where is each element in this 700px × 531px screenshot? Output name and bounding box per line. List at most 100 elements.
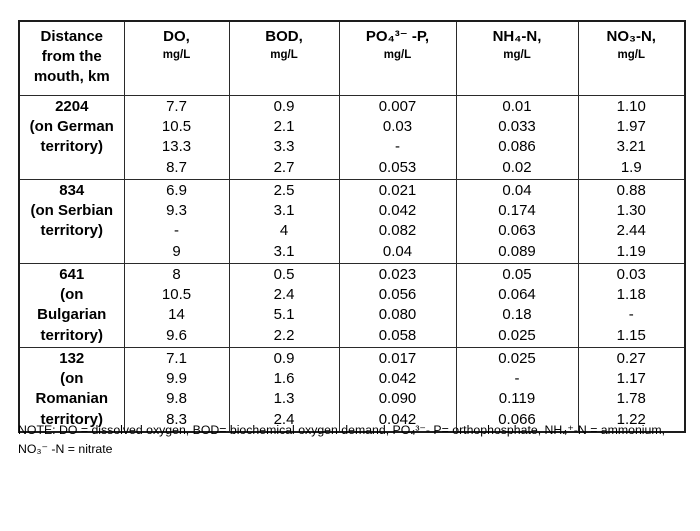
distance-cell: 132 (on Romanian territory) [18,347,125,433]
do-cell: 6.9 9.3 - 9 [123,179,230,264]
distance-cell: 2204 (on German territory) [18,95,125,180]
cell-line: 1.9 [620,158,642,176]
footnote: NOTE: DO = dissolved oxygen, BOD= bioche… [18,421,688,459]
cell-line: 5.1 [273,306,295,324]
cell-line: 2.4 [273,286,295,304]
no3-cell: 0.03 1.18 - 1.15 [577,263,686,348]
cell-line: 0.27 [616,350,646,367]
cell-line: 1.19 [616,242,646,260]
header-distance: Distance from the mouth, km [18,20,125,96]
table-row-132: 132 (on Romanian territory) 7.1 9.9 9.8 … [18,347,686,433]
cell-line: territory) [40,326,103,344]
cell-line: 0.5 [273,266,295,283]
cell-line: 7.1 [166,350,187,367]
cell-line: 1.18 [616,286,646,304]
cell-line: 3.21 [616,138,646,156]
header-line: PO₄³⁻ -P, [365,28,430,45]
cell-line: 9.3 [166,202,187,220]
distance-cell: 834 (on Serbian territory) [18,179,125,264]
no3-cell: 0.88 1.30 2.44 1.19 [577,179,686,264]
nh4-cell: 0.05 0.064 0.18 0.025 [455,263,579,348]
cell-line: 7.7 [166,98,187,115]
header-line: from the [41,48,102,65]
cell-line: 0.064 [498,286,536,304]
po4-cell: 0.007 0.03 - 0.053 [338,95,457,180]
cell-line: 641 [59,266,85,283]
cell-line: 0.063 [498,222,536,240]
nh4-cell: 0.04 0.174 0.063 0.089 [455,179,579,264]
cell-line: 10.5 [161,118,192,136]
cell-line: 2.1 [273,118,295,136]
cell-line: 1.6 [273,370,295,388]
header-unit: mg/L [270,49,298,61]
cell-line: 0.007 [378,98,417,115]
cell-line: 0.119 [498,390,536,408]
cell-line: 0.066 [498,410,536,428]
cell-line: 0.082 [378,222,417,240]
header-bod: BOD, mg/L [228,20,340,96]
header-unit: mg/L [503,49,531,61]
footnote-line: NOTE: DO = dissolved oxygen, BOD= bioche… [18,423,666,437]
cell-line: 0.023 [378,266,417,283]
cell-line: 0.080 [378,306,417,324]
do-cell: 8 10.5 14 9.6 [123,263,230,348]
cell-line: (on [60,286,84,304]
cell-line: 0.090 [378,390,417,408]
cell-line [20,242,123,262]
cell-line: (on German [29,118,114,136]
cell-line: 0.03 [382,118,413,136]
bod-cell: 0.9 2.1 3.3 2.7 [228,95,340,180]
cell-line: 0.01 [502,98,532,115]
cell-line: 9 [172,242,181,260]
cell-line: - [395,138,400,156]
cell-line: territory) [40,410,103,428]
cell-line: 3.1 [273,242,295,260]
cell-line: 0.042 [378,410,417,428]
cell-line: 1.78 [616,390,646,408]
cell-line: 0.03 [616,266,646,283]
nh4-cell: 0.025 - 0.119 0.066 [455,347,579,433]
cell-line: Romanian [35,390,108,408]
cell-line: 132 [59,350,85,367]
cell-line: 14 [168,306,185,324]
cell-line: 9.9 [166,370,187,388]
cell-line: 0.02 [502,158,532,176]
cell-line: 1.15 [616,326,646,344]
do-cell: 7.7 10.5 13.3 8.7 [123,95,230,180]
cell-line: 1.10 [616,98,646,115]
cell-line: 3.1 [273,202,295,220]
cell-line: 0.04 [382,242,413,260]
cell-line: 1.30 [616,202,646,220]
cell-line: 0.086 [498,138,536,156]
header-nh4: NH₄-N, mg/L [455,20,579,96]
no3-cell: 1.10 1.97 3.21 1.9 [577,95,686,180]
table-row-2204: 2204 (on German territory) 7.7 10.5 13.3… [18,95,686,180]
distance-cell: 641 (on Bulgarian territory) [18,263,125,348]
cell-line: 8.3 [166,410,187,428]
cell-line: 0.05 [502,266,532,283]
cell-line: 2.2 [273,326,295,344]
header-line: mouth, km [33,68,110,85]
header-unit: mg/L [617,49,645,61]
cell-line: 1.3 [273,390,295,408]
cell-line: 0.9 [273,350,295,367]
cell-line: 0.053 [378,158,417,176]
cell-line: 8.7 [166,158,187,176]
bod-cell: 0.5 2.4 5.1 2.2 [228,263,340,348]
cell-line: territory) [40,222,103,240]
cell-line: Bulgarian [37,306,107,324]
cell-line: (on [60,370,84,388]
table-row-834: 834 (on Serbian territory) 6.9 9.3 - 9 2… [18,179,686,264]
cell-line: 1.22 [616,410,646,428]
bod-cell: 0.9 1.6 1.3 2.4 [228,347,340,433]
cell-line: 0.089 [498,242,536,260]
cell-line: 0.18 [502,306,532,324]
cell-line: 0.021 [378,182,417,199]
cell-line [20,158,123,178]
do-cell: 7.1 9.9 9.8 8.3 [123,347,230,433]
cell-line: - [174,222,179,240]
footnote-line: NO₃⁻ -N = nitrate [18,442,113,456]
cell-line: - [628,306,634,324]
cell-line: 0.88 [616,182,646,199]
